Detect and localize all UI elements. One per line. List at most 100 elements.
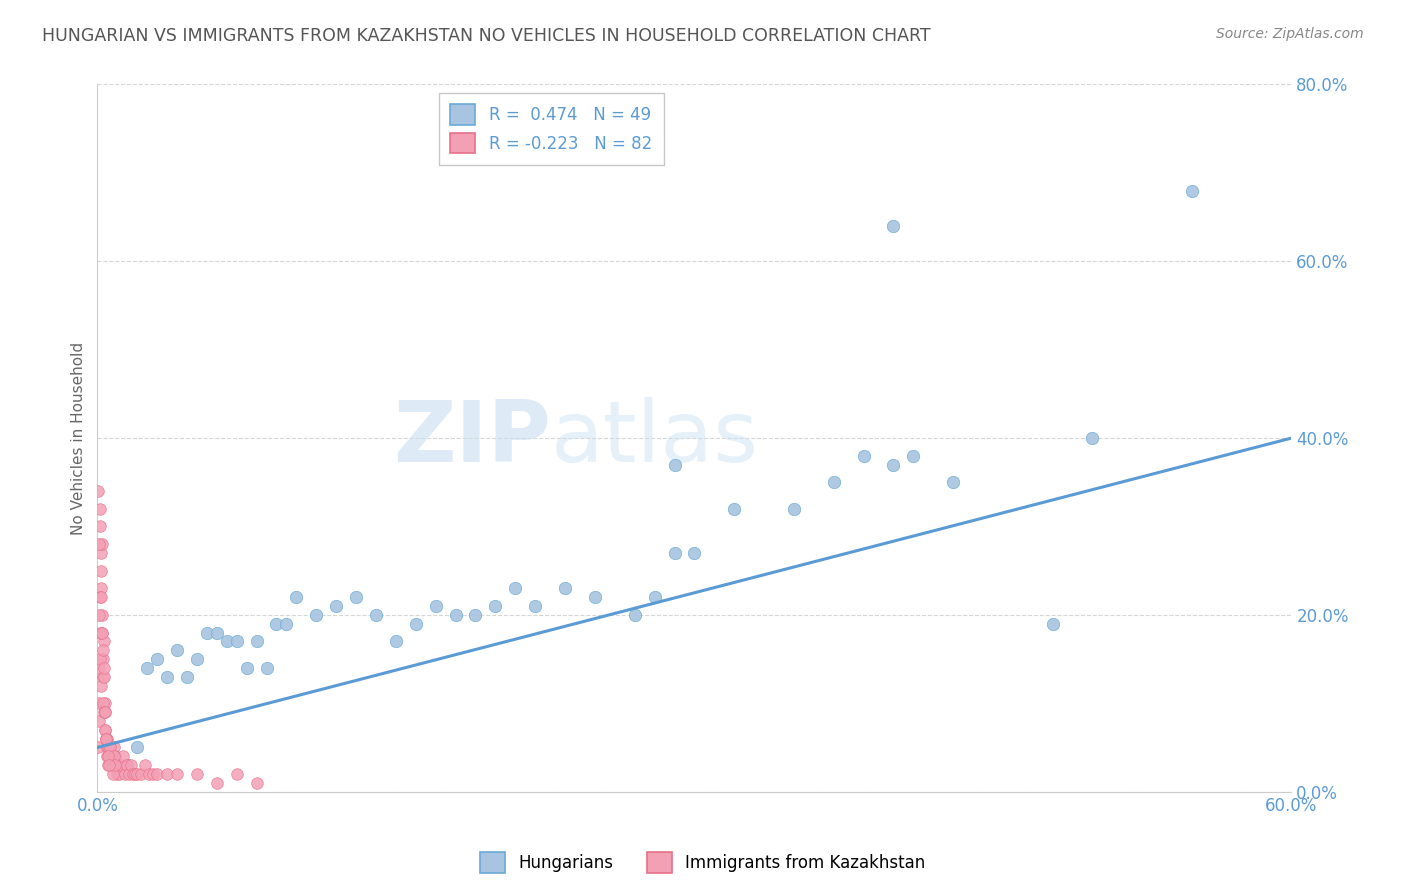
Point bbox=[87, 661, 110, 675]
Point bbox=[93, 705, 115, 719]
Point bbox=[91, 643, 114, 657]
Point bbox=[101, 767, 124, 781]
Point bbox=[723, 501, 745, 516]
Point bbox=[98, 749, 121, 764]
Point bbox=[554, 582, 576, 596]
Point bbox=[104, 758, 127, 772]
Point bbox=[89, 519, 111, 533]
Point bbox=[94, 705, 117, 719]
Point bbox=[783, 501, 806, 516]
Point bbox=[245, 776, 267, 790]
Point bbox=[903, 449, 925, 463]
Point bbox=[942, 475, 965, 490]
Point bbox=[882, 458, 904, 472]
Point bbox=[94, 731, 117, 746]
Point bbox=[134, 758, 156, 772]
Point bbox=[87, 714, 110, 728]
Point bbox=[852, 449, 875, 463]
Point bbox=[156, 767, 179, 781]
Point bbox=[129, 767, 152, 781]
Point bbox=[94, 731, 117, 746]
Legend: R =  0.474   N = 49, R = -0.223   N = 82: R = 0.474 N = 49, R = -0.223 N = 82 bbox=[439, 93, 664, 165]
Point bbox=[166, 767, 188, 781]
Point bbox=[484, 599, 506, 613]
Point bbox=[138, 767, 160, 781]
Point bbox=[96, 749, 118, 764]
Point bbox=[1081, 431, 1104, 445]
Point bbox=[195, 625, 218, 640]
Point bbox=[94, 731, 117, 746]
Point bbox=[96, 731, 118, 746]
Point bbox=[124, 767, 146, 781]
Point bbox=[108, 767, 131, 781]
Point bbox=[90, 582, 112, 596]
Point bbox=[89, 625, 111, 640]
Point bbox=[96, 749, 118, 764]
Point bbox=[93, 705, 115, 719]
Point bbox=[93, 661, 115, 675]
Point bbox=[91, 670, 114, 684]
Point bbox=[256, 661, 278, 675]
Point bbox=[110, 758, 132, 772]
Point bbox=[186, 652, 208, 666]
Point bbox=[683, 546, 706, 560]
Point bbox=[1042, 616, 1064, 631]
Point bbox=[90, 537, 112, 551]
Point bbox=[464, 607, 486, 622]
Point bbox=[127, 767, 149, 781]
Point bbox=[90, 607, 112, 622]
Point bbox=[105, 758, 128, 772]
Point bbox=[583, 591, 606, 605]
Point bbox=[225, 634, 247, 648]
Point bbox=[91, 625, 114, 640]
Point bbox=[644, 591, 666, 605]
Point bbox=[136, 661, 159, 675]
Point bbox=[127, 740, 149, 755]
Point bbox=[93, 634, 115, 648]
Text: ZIP: ZIP bbox=[394, 397, 551, 480]
Point bbox=[94, 723, 117, 737]
Point bbox=[142, 767, 165, 781]
Point bbox=[225, 767, 247, 781]
Text: atlas: atlas bbox=[551, 397, 759, 480]
Point bbox=[97, 740, 120, 755]
Point bbox=[89, 591, 111, 605]
Point bbox=[276, 616, 298, 631]
Text: Source: ZipAtlas.com: Source: ZipAtlas.com bbox=[1216, 27, 1364, 41]
Point bbox=[122, 767, 145, 781]
Point bbox=[524, 599, 547, 613]
Point bbox=[664, 458, 686, 472]
Point bbox=[103, 749, 125, 764]
Point bbox=[285, 591, 308, 605]
Point bbox=[90, 564, 112, 578]
Point bbox=[115, 758, 138, 772]
Point bbox=[105, 767, 128, 781]
Legend: Hungarians, Immigrants from Kazakhstan: Hungarians, Immigrants from Kazakhstan bbox=[474, 846, 932, 880]
Point bbox=[103, 758, 125, 772]
Point bbox=[176, 670, 198, 684]
Point bbox=[364, 607, 387, 622]
Point bbox=[89, 696, 111, 710]
Point bbox=[97, 749, 120, 764]
Point bbox=[101, 749, 124, 764]
Point bbox=[114, 767, 136, 781]
Point bbox=[823, 475, 845, 490]
Point bbox=[503, 582, 526, 596]
Point bbox=[97, 740, 120, 755]
Point bbox=[91, 625, 114, 640]
Point bbox=[93, 670, 115, 684]
Point bbox=[91, 696, 114, 710]
Point bbox=[90, 546, 112, 560]
Point bbox=[166, 643, 188, 657]
Point bbox=[103, 749, 125, 764]
Point bbox=[93, 696, 115, 710]
Point bbox=[90, 591, 112, 605]
Point bbox=[97, 758, 120, 772]
Point bbox=[215, 634, 238, 648]
Point bbox=[405, 616, 427, 631]
Point bbox=[98, 740, 121, 755]
Text: HUNGARIAN VS IMMIGRANTS FROM KAZAKHSTAN NO VEHICLES IN HOUSEHOLD CORRELATION CHA: HUNGARIAN VS IMMIGRANTS FROM KAZAKHSTAN … bbox=[42, 27, 931, 45]
Point bbox=[205, 776, 228, 790]
Point bbox=[89, 652, 111, 666]
Point bbox=[664, 546, 686, 560]
